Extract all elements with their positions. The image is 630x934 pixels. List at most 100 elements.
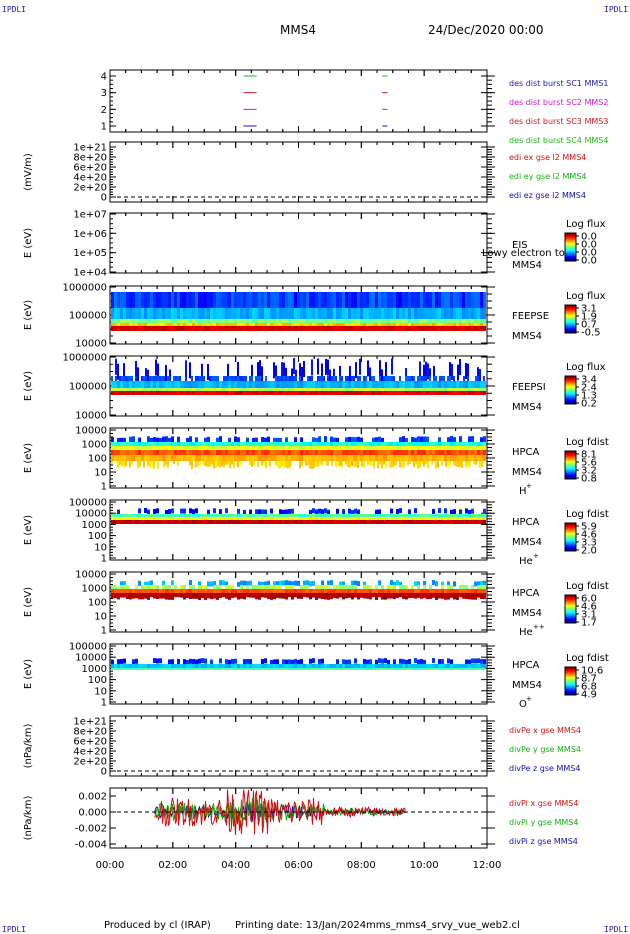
feepsi-spectrogram-cell [479,369,481,386]
feepsi-spectrogram-cell [120,381,123,388]
hpca-h-spectrogram-cell [399,461,401,468]
hpca-h-spectrogram-cell [462,446,465,450]
hpca-he-spectrogram-cell [312,517,315,520]
feepse-spectrogram-cell [171,323,174,326]
hpca-o-spectrogram-cell [312,668,315,670]
hpca-hepp-spectrogram-cell [147,581,150,587]
hpca-h-spectrogram-cell [465,455,468,461]
hpca-h-spectrogram-cell [348,450,351,455]
hpca-h-spectrogram-cell [324,450,327,455]
hpca-hepp-spectrogram-cell [246,593,249,598]
feepsi-spectrogram-cell [429,376,431,382]
eis-colorbar-cell [565,245,576,247]
feepse-spectrogram-cell [201,319,204,325]
feepse-spectrogram-cell [384,319,387,325]
hpca-hepp-spectrogram-cell [147,593,150,600]
hpca-h-spectrogram-cell [186,450,189,455]
feepse-spectrogram-cell [315,323,318,326]
hpca-h-spectrogram-cell [369,446,372,450]
feepse-spectrogram-cell [369,323,372,326]
feepsi-spectrogram-cell [309,388,312,391]
feepsi-spectrogram-cell [405,381,408,388]
hpca-o-spectrogram-cell [333,664,336,668]
hpca-h-spectrogram-cell [240,450,243,455]
hpca-h-spectrogram-cell [474,450,477,455]
feepse-spectrogram-cell [396,326,399,331]
feepsi-spacecraft-label: MMS4 [512,402,542,413]
feepsi-spectrogram-cell [365,376,367,382]
eis-colorbar-cell [565,258,576,260]
hpca-o-spectrogram-cell [225,668,228,670]
hpca-hepp-spectrogram-cell [165,593,168,600]
feepsi-spectrogram-cell [195,376,197,382]
hpca-h-spectrogram-cell [228,437,231,444]
hpca-h-spectrogram-cell [233,461,235,469]
divpe-ytick-label: 1e+21 [73,717,107,728]
feepsi-spectrogram-cell [204,388,207,391]
hpca-he-spectrogram-cell [126,520,129,524]
feepsi-spectrogram-cell [282,381,285,388]
feepse-spectrogram-cell [261,326,264,331]
feepse-spectrogram-cell [195,323,198,326]
hpca-h-spectrogram-cell [390,446,393,450]
hpca-hepp-spectrogram-cell [408,589,411,593]
hpca-he-spectrogram-cell [222,520,225,524]
hpca-h-spectrogram-cell [369,455,372,461]
hpca-o-spectrogram-cell [288,659,291,665]
feepsi-spectrogram-cell [425,361,427,378]
hpca-h-spectrogram-cell [135,450,138,455]
feepse-spectrogram-cell [255,319,258,325]
hpca-h-colorbar-cell [565,454,576,456]
hpca-h-spectrogram-cell [273,455,276,461]
hpca-he-spectrogram-cell [372,520,375,524]
hpca-h-spectrogram-cell [174,446,177,450]
feepsi-spectrogram-cell [145,376,147,382]
feepse-spectrogram-cell [243,323,246,326]
hpca-hepp-spectrogram-cell [225,593,228,599]
feepse-spectrogram-cell [186,308,189,320]
hpca-he-spectrogram-cell [327,520,330,524]
hpca-o-spectrogram-cell [390,668,393,670]
hpca-hepp-spectrogram-cell [354,585,357,589]
hpca-h-spectrogram-cell [132,450,135,455]
feepse-colorbar-cell [565,305,576,307]
hpca-o-spectrogram-cell [327,664,330,668]
burst-ytick-label: 4 [101,72,107,83]
hpca-hepp-spectrogram-cell [372,589,375,593]
feepse-spectrogram-cell [222,319,225,325]
hpca-he-spectrogram-cell [177,517,180,520]
feepse-spectrogram-cell [444,326,447,331]
feepse-spectrogram-cell [138,308,141,320]
hpca-o-spectrogram-cell [423,659,426,665]
hpca-hepp-spectrogram-cell [366,593,369,599]
feepse-colorbar-cell [565,306,576,308]
hpca-hepp-spectrogram-cell [342,585,345,589]
feepse-spectrogram-cell [126,323,129,326]
hpca-he-spectrogram-cell [246,520,249,524]
hpca-h-spectrogram-cell [461,461,463,468]
hpca-hepp-spectrogram-cell [114,589,117,593]
hpca-h-spectrogram-cell [311,461,313,469]
hpca-o-spectrogram-cell [279,664,282,668]
feepsi-spectrogram-cell [174,388,177,391]
hpca-hepp-spectrogram-cell [174,589,177,593]
hpca-h-spectrogram-cell [168,455,171,461]
hpca-h-spectrogram-cell [261,461,263,466]
feepsi-spectrogram-cell [447,391,450,395]
hpca-he-spectrogram-cell [312,520,315,524]
feepse-spectrogram-cell [411,323,414,326]
hpca-o-spectrogram-cell [186,668,189,670]
hpca-he-spectrogram-cell [300,520,303,524]
feepse-spectrogram-cell [306,308,309,320]
hpca-he-colorbar-cell [565,523,576,525]
hpca-h-spectrogram-cell [393,461,395,467]
hpca-he-spectrogram-cell [231,514,234,517]
feepsi-spectrogram-cell [156,381,159,388]
hpca-h-spectrogram-cell [381,450,384,455]
feepsi-spectrogram-cell [435,388,438,391]
hpca-o-spectrogram-cell [393,659,396,665]
hpca-h-spectrogram-cell [189,450,192,455]
hpca-he-spectrogram-cell [285,520,288,524]
feepsi-spectrogram-cell [167,376,169,382]
hpca-h-spectrogram-cell [395,461,397,466]
